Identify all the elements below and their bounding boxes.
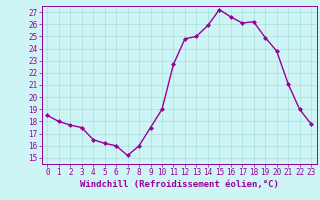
X-axis label: Windchill (Refroidissement éolien,°C): Windchill (Refroidissement éolien,°C) [80, 180, 279, 189]
